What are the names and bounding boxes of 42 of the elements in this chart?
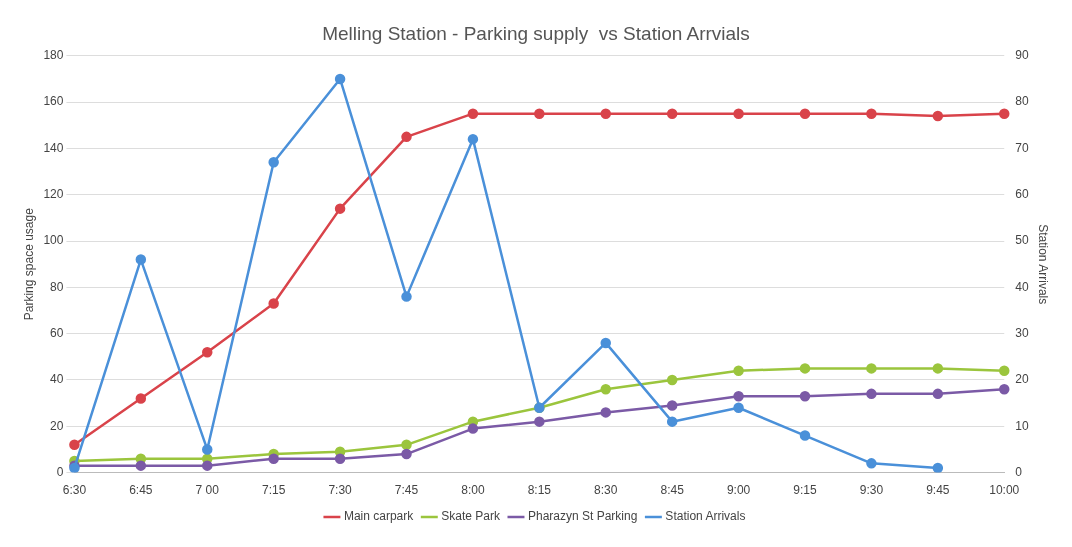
y2-tick-label: 50 <box>1015 233 1029 248</box>
y-tick-label: 160 <box>43 94 64 109</box>
x-tick-label: 8:30 <box>594 483 618 498</box>
chart-title: Melling Station - Parking supply vs Station Arrvials <box>322 22 750 44</box>
y-axis-title: Parking space usage <box>21 207 36 321</box>
x-tick-label: 8:00 <box>461 483 485 498</box>
y-tick-label: 20 <box>50 418 64 433</box>
x-tick-label: 10:00 <box>989 483 1020 498</box>
y-tick-label: 140 <box>43 140 64 155</box>
y-tick-label: 60 <box>50 325 64 340</box>
x-tick-label: 8:15 <box>527 483 552 498</box>
legend-label: Main carpark <box>343 509 415 524</box>
x-tick-label: 7:30 <box>328 483 353 498</box>
y2-tick-label: 10 <box>1015 418 1029 433</box>
x-tick-label: 9:30 <box>859 483 884 498</box>
legend-label: Skate Park <box>441 509 501 524</box>
y-tick-label: 0 <box>56 464 64 479</box>
y-tick-label: 180 <box>43 48 64 63</box>
y2-tick-label: 0 <box>1015 464 1023 479</box>
y2-tick-label: 20 <box>1015 372 1029 387</box>
x-tick-label: 6:45 <box>129 483 153 498</box>
legend-label: Station Arrivals <box>665 509 746 524</box>
y2-tick-label: 40 <box>1015 279 1029 294</box>
y-tick-label: 40 <box>50 372 64 387</box>
y-tick-label: 80 <box>50 279 64 294</box>
legend-label: Pharazyn St Parking <box>527 509 638 524</box>
y2-tick-label: 30 <box>1015 325 1029 340</box>
y2-tick-label: 60 <box>1015 187 1029 202</box>
x-tick-label: 6:30 <box>62 483 87 498</box>
x-tick-label: 7:15 <box>261 483 286 498</box>
x-tick-label: 8:45 <box>660 483 685 498</box>
x-tick-label: 9:00 <box>726 483 751 498</box>
y2-axis-title: Station Arrivals <box>1036 224 1051 305</box>
x-tick-label: 9:45 <box>926 483 950 498</box>
x-tick-label: 7:45 <box>394 483 419 498</box>
y2-tick-label: 90 <box>1015 48 1029 63</box>
y-tick-label: 100 <box>43 233 64 248</box>
x-tick-label: 7 00 <box>195 483 220 498</box>
y2-tick-label: 80 <box>1015 94 1029 109</box>
y-tick-label: 120 <box>43 187 64 202</box>
y2-tick-label: 70 <box>1015 140 1029 155</box>
x-tick-label: 9:15 <box>793 483 817 498</box>
